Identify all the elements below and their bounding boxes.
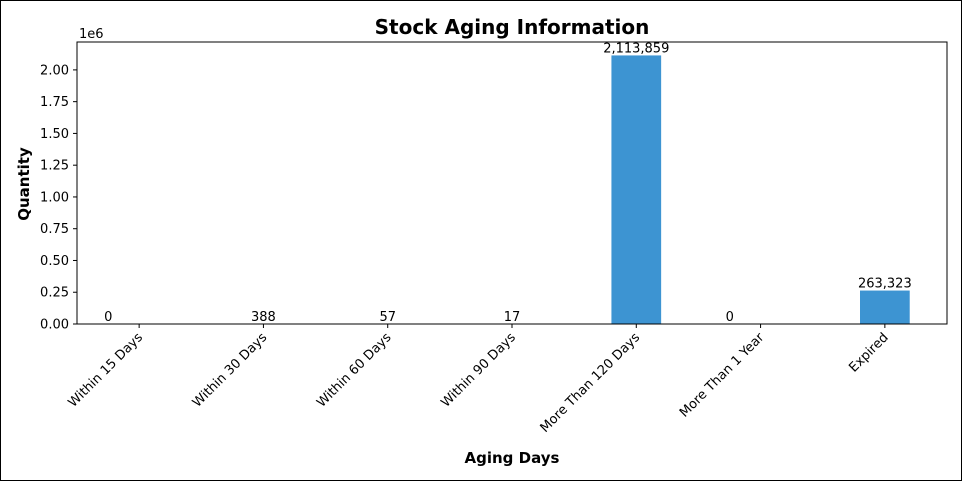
bar bbox=[860, 291, 910, 324]
y-tick-label: 0.75 bbox=[40, 222, 69, 237]
x-tick-label: Within 15 Days bbox=[66, 330, 147, 411]
x-tick-label: Within 60 Days bbox=[314, 330, 395, 411]
data-label: 0 bbox=[726, 310, 734, 325]
y-tick-label: 0.50 bbox=[40, 254, 69, 269]
bar bbox=[611, 55, 661, 324]
chart-title: Stock Aging Information bbox=[375, 15, 650, 39]
plot-area bbox=[77, 42, 947, 324]
bars bbox=[239, 55, 910, 324]
data-label: 2,113,859 bbox=[603, 41, 669, 56]
data-label: 17 bbox=[504, 310, 521, 325]
y-tick-label: 1.75 bbox=[40, 95, 69, 110]
y-tick-label: 0.00 bbox=[40, 318, 69, 333]
x-tick-label: Expired bbox=[846, 330, 891, 375]
x-tick-label: More Than 120 Days bbox=[538, 330, 644, 436]
y-axis-ticks: 0.00 0.25 0.50 0.75 1.00 1.25 1.50 1.75 2.00 bbox=[40, 63, 77, 332]
y-axis-offset-text: 1e6 bbox=[79, 27, 104, 42]
y-tick-label: 1.25 bbox=[40, 159, 69, 174]
y-tick-label: 1.50 bbox=[40, 127, 69, 142]
x-axis-label: Aging Days bbox=[465, 449, 560, 467]
x-tick-label: Within 90 Days bbox=[438, 330, 519, 411]
y-tick-label: 2.00 bbox=[40, 63, 69, 78]
x-tick-label: More Than 1 Year bbox=[677, 330, 768, 421]
y-tick-label: 0.25 bbox=[40, 286, 69, 301]
data-label: 57 bbox=[379, 310, 396, 325]
x-tick-label: Within 30 Days bbox=[190, 330, 271, 411]
data-label: 388 bbox=[251, 310, 276, 325]
y-tick-label: 1.00 bbox=[40, 190, 69, 205]
y-axis-label: Quantity bbox=[15, 147, 33, 221]
x-axis-ticks: Within 15 Days Within 30 Days Within 60 Da… bbox=[66, 324, 892, 436]
data-label: 263,323 bbox=[858, 277, 912, 292]
data-labels: 0 388 57 17 2,113,859 0 263,323 bbox=[104, 41, 912, 325]
data-label: 0 bbox=[104, 310, 112, 325]
